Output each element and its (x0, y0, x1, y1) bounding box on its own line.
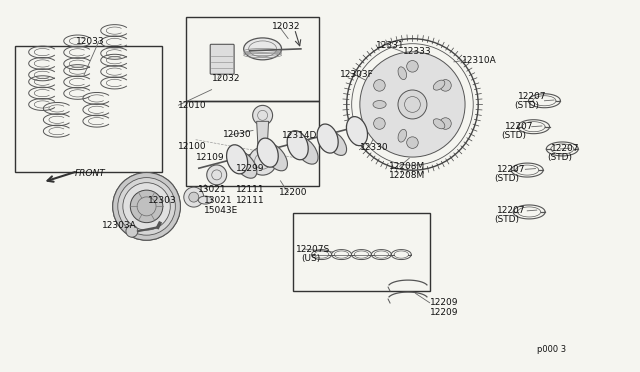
Text: 12314D: 12314D (282, 131, 317, 140)
Text: 12111: 12111 (236, 196, 264, 205)
Text: 12030: 12030 (223, 130, 252, 140)
Text: (STD): (STD) (494, 174, 519, 183)
Ellipse shape (287, 131, 308, 160)
Text: 12209: 12209 (429, 308, 458, 317)
Polygon shape (257, 121, 269, 159)
Ellipse shape (257, 138, 278, 167)
Text: p000 3: p000 3 (537, 345, 566, 354)
Text: 12207S: 12207S (296, 244, 330, 253)
Text: 12207: 12207 (518, 92, 546, 101)
Ellipse shape (227, 145, 248, 174)
Text: 12303F: 12303F (340, 70, 374, 79)
Circle shape (189, 192, 199, 202)
Text: 12100: 12100 (179, 142, 207, 151)
Circle shape (406, 61, 418, 72)
Circle shape (207, 165, 227, 185)
Text: 12208M: 12208M (389, 162, 425, 171)
Circle shape (118, 177, 175, 235)
Text: (STD): (STD) (494, 215, 519, 224)
Text: 12010: 12010 (179, 101, 207, 110)
Text: 12208M: 12208M (389, 171, 425, 180)
Bar (186, 101, 319, 186)
Circle shape (406, 137, 418, 148)
Text: 12109: 12109 (196, 153, 224, 161)
Ellipse shape (433, 80, 445, 90)
Text: 12310A: 12310A (461, 56, 496, 65)
Text: 12330: 12330 (360, 142, 388, 151)
Text: 12207: 12207 (551, 144, 579, 153)
Circle shape (360, 52, 465, 157)
Text: 12207: 12207 (497, 206, 525, 215)
Text: 12209: 12209 (429, 298, 458, 307)
Text: (STD): (STD) (515, 101, 540, 110)
Text: 15043E: 15043E (204, 206, 238, 215)
Ellipse shape (325, 131, 347, 155)
Ellipse shape (317, 124, 338, 153)
Ellipse shape (294, 137, 318, 164)
Text: 12032: 12032 (272, 22, 301, 31)
Text: (STD): (STD) (548, 153, 573, 162)
Circle shape (398, 90, 427, 119)
Circle shape (249, 147, 276, 175)
Text: 12033: 12033 (76, 37, 105, 46)
Circle shape (374, 118, 385, 129)
Circle shape (253, 105, 273, 125)
Text: 12207: 12207 (505, 122, 533, 131)
Ellipse shape (398, 67, 406, 80)
Circle shape (184, 187, 204, 207)
Ellipse shape (373, 100, 386, 108)
Circle shape (123, 183, 170, 230)
Text: 12333: 12333 (403, 46, 431, 55)
Text: 12032: 12032 (212, 74, 240, 83)
Bar (293, 213, 429, 291)
Circle shape (440, 80, 451, 91)
Circle shape (374, 80, 385, 91)
Text: (US): (US) (301, 254, 320, 263)
Ellipse shape (346, 116, 367, 146)
Ellipse shape (263, 143, 287, 171)
Circle shape (440, 118, 451, 129)
Text: 12303: 12303 (148, 196, 177, 205)
Bar (186, 17, 319, 101)
Text: 12303A: 12303A (102, 221, 137, 230)
Ellipse shape (398, 129, 406, 142)
Text: 12299: 12299 (236, 164, 264, 173)
Circle shape (126, 225, 138, 237)
Text: 12331: 12331 (376, 41, 404, 51)
Text: 12207: 12207 (497, 165, 525, 174)
Circle shape (131, 190, 163, 223)
Bar (15, 46, 162, 172)
Ellipse shape (433, 119, 445, 129)
Ellipse shape (244, 38, 282, 60)
Text: 12111: 12111 (236, 185, 264, 194)
Ellipse shape (198, 196, 212, 204)
Text: 13021: 13021 (204, 196, 232, 205)
Text: 12200: 12200 (278, 188, 307, 197)
Text: FRONT: FRONT (74, 169, 105, 178)
Text: 13021: 13021 (198, 185, 226, 194)
Ellipse shape (233, 151, 257, 178)
FancyBboxPatch shape (210, 44, 234, 74)
Circle shape (113, 173, 180, 240)
Text: (STD): (STD) (502, 131, 527, 140)
